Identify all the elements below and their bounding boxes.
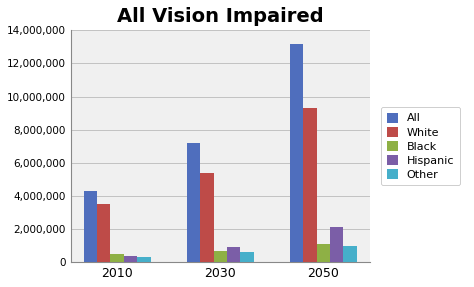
Legend: All, White, Black, Hispanic, Other: All, White, Black, Hispanic, Other [381, 107, 460, 185]
Bar [240, 252, 254, 262]
Bar [214, 251, 227, 262]
Bar [200, 173, 214, 262]
Bar [84, 191, 97, 262]
Bar [227, 247, 240, 262]
Bar [303, 108, 317, 262]
Bar [137, 257, 151, 262]
Bar [330, 227, 344, 262]
Bar [317, 244, 330, 262]
Bar [290, 44, 303, 262]
Title: All Vision Impaired: All Vision Impaired [117, 7, 324, 26]
Bar [124, 255, 137, 262]
Bar [97, 204, 110, 262]
Bar [110, 254, 124, 262]
Bar [187, 143, 200, 262]
Bar [344, 246, 357, 262]
